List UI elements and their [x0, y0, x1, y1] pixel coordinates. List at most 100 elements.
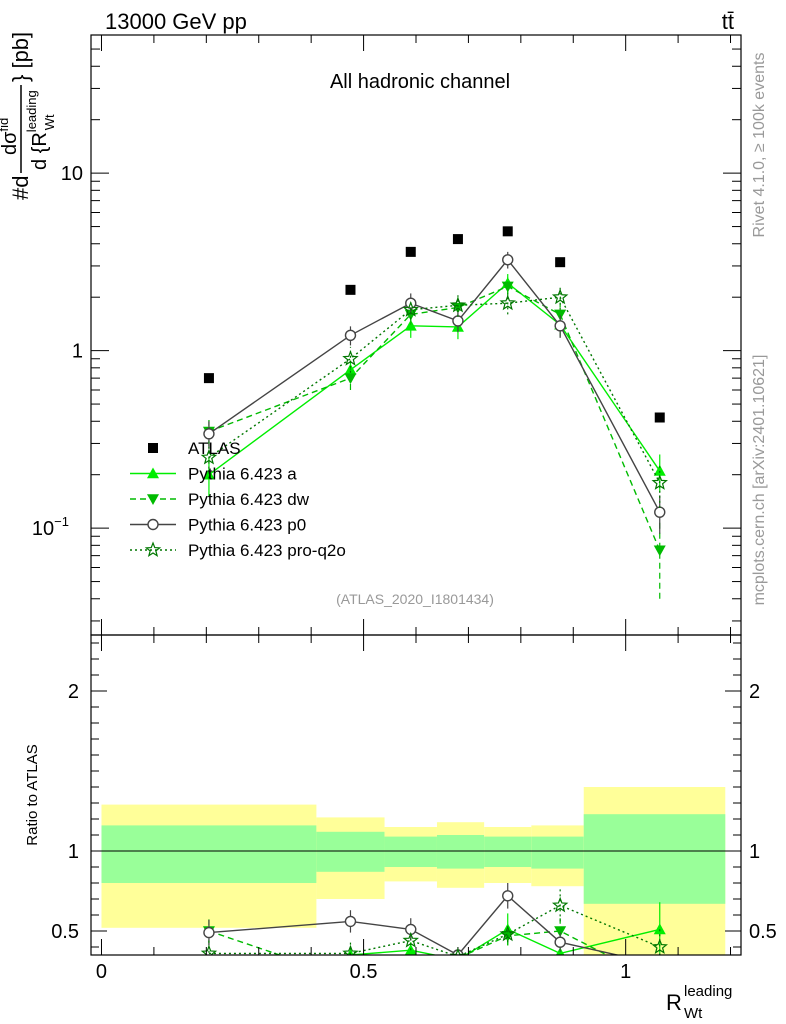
atlas-data-point: [345, 284, 356, 295]
ylabel-numerator: dσ: [0, 131, 21, 155]
series-3-point: [342, 350, 359, 366]
series-line-3: [208, 296, 661, 484]
xlabel-main: R: [666, 990, 682, 1015]
y-tick-label-base: 1: [72, 341, 83, 363]
series-0-point: [404, 319, 417, 331]
ratio-series-0-point: [347, 949, 354, 955]
ratio-y-tick-label-right: 0.5: [749, 921, 777, 943]
legend-marker: [147, 494, 159, 505]
ratio-y-tick-label-right: 1: [749, 841, 760, 863]
ratio-y-axis-label: Ratio to ATLAS: [24, 744, 41, 845]
ratio-series-2-point: [554, 936, 566, 948]
series-3-point: [449, 296, 467, 313]
series-2-point: [554, 320, 566, 332]
legend-label: Pythia 6.423 p0: [188, 516, 306, 535]
ylabel-suffix: } [pb]: [8, 32, 33, 82]
y-tick-label-base: 10: [32, 518, 54, 540]
series-1-point: [653, 545, 666, 557]
y-tick-label: 1: [72, 341, 83, 363]
legend-marker-atlas: [148, 443, 158, 453]
ratio-series-3-point: [449, 947, 467, 955]
rivet-label: Rivet 4.1.0, ≥ 100k events: [751, 53, 768, 238]
atlas-data-point: [452, 234, 463, 245]
uncertainty-band-stat: [531, 836, 584, 869]
series-2-point: [203, 428, 215, 440]
ratio-series-0-point: [653, 923, 666, 935]
xlabel-sup: leading: [684, 983, 732, 1000]
series-2-point: [502, 254, 514, 266]
series-2-point: [344, 329, 357, 341]
analysis-watermark: (ATLAS_2020_I1801434): [336, 591, 494, 607]
atlas-data-point: [654, 412, 665, 423]
series-3-point: [402, 301, 420, 317]
x-axis-label: R leading Wt: [666, 983, 732, 1022]
legend-label: Pythia 6.423 a: [188, 465, 297, 484]
ratio-series-3-point: [402, 931, 420, 948]
series-0-point: [202, 468, 215, 480]
uncertainty-band-stat: [436, 835, 485, 869]
header-energy: 13000 GeV pp: [105, 9, 247, 34]
uncertainty-band-stat: [101, 825, 317, 883]
series-1-point: [344, 373, 357, 385]
ratio-y-tick-label-left: 2: [68, 681, 79, 703]
atlas-data-point: [502, 226, 513, 237]
uncertainty-band-stat: [316, 831, 385, 872]
ratio-series-3-point: [200, 944, 218, 955]
ratio-y-tick-label-right: 2: [749, 681, 760, 703]
ratio-series-0-point: [203, 960, 215, 971]
mcplots-label: mcplots.cern.ch [arXiv:2401.10621]: [751, 355, 768, 606]
y-tick-label-exp: −1: [54, 514, 69, 529]
uncertainty-band-stat: [583, 814, 726, 904]
svg-text:dσfid: dσfid: [0, 118, 21, 155]
ratio-series-3-point: [342, 944, 359, 955]
ratio-series-2-point: [502, 890, 514, 902]
ratio-plot-panel: 0.5 0.5 1 1 2 2 0 0.5 1: [51, 634, 777, 983]
series-3-point: [551, 288, 569, 305]
series-1-point: [501, 281, 514, 293]
series-3-point: [499, 294, 516, 311]
ylabel-prefix: #d: [8, 176, 33, 200]
svg-text:#d: #d: [8, 176, 33, 200]
x-tick-label: 0.5: [350, 961, 378, 983]
ylabel-denominator-sup: leading: [24, 90, 39, 132]
ratio-series-3-point: [651, 938, 668, 955]
series-3-point: [651, 474, 668, 490]
x-tick-label: 1: [620, 961, 631, 983]
legend-label: Pythia 6.423 dw: [188, 490, 310, 509]
legend-marker: [147, 518, 159, 531]
series-2-point: [654, 506, 666, 518]
main-plot-panel: All hadronic channel (ATLAS_2020_I180143…: [32, 34, 742, 636]
series-2-point: [452, 315, 464, 327]
ratio-series-1-point: [405, 961, 417, 972]
svg-text:} [pb]: } [pb]: [8, 32, 33, 82]
y-tick-label: 10: [61, 163, 83, 185]
svg-text:R: R: [666, 990, 682, 1015]
main-y-axis-label: #d dσfid d {Rleading Wt } [pb]: [0, 32, 57, 200]
ratio-series-2-point: [344, 915, 357, 928]
plot-title: All hadronic channel: [330, 71, 510, 93]
xlabel-sub: Wt: [684, 1005, 703, 1022]
ratio-y-tick-label-left: 1: [68, 841, 79, 863]
legend-marker: [144, 541, 162, 558]
atlas-data-point: [555, 257, 566, 268]
legend-label: Pythia 6.423 pro-q2o: [188, 541, 346, 560]
ylabel-denominator-sub: Wt: [42, 114, 57, 130]
uncertainty-band-stat: [484, 836, 532, 867]
legend: ATLAS Pythia 6.423 a Pythia 6.423 dw Pythia…: [130, 439, 346, 560]
x-tick-label: 0: [96, 961, 107, 983]
series-1-point: [554, 309, 567, 321]
ratio-series-1-point: [554, 926, 567, 937]
atlas-data-point: [405, 246, 416, 257]
legend-marker: [147, 467, 159, 479]
series-3-point: [200, 448, 218, 465]
ratio-series-2-point: [203, 926, 215, 939]
ratio-series-2-point: [655, 960, 665, 970]
atlas-data-point: [203, 373, 214, 384]
ratio-series-3-point: [551, 896, 569, 913]
uncertainty-band-stat: [384, 836, 437, 867]
y-tick-label-base: 10: [61, 163, 83, 185]
series-0-point: [653, 464, 666, 476]
ratio-plot-frame: [90, 634, 742, 956]
